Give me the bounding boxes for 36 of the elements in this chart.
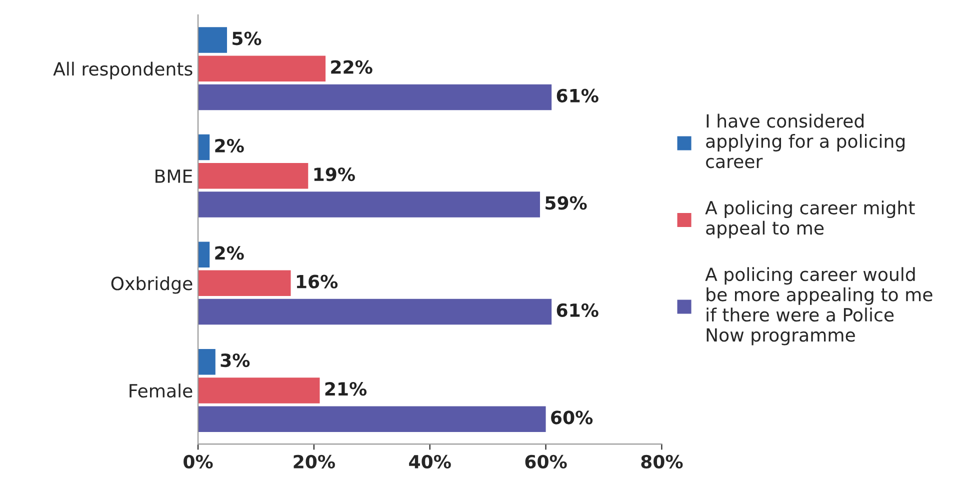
data-label: 19% bbox=[314, 167, 355, 182]
bar bbox=[198, 56, 326, 82]
bar bbox=[198, 298, 552, 325]
bar bbox=[198, 192, 540, 218]
y-tick-label: BME bbox=[156, 170, 192, 183]
data-label: 22% bbox=[331, 60, 372, 74]
bar bbox=[198, 406, 546, 432]
bar bbox=[198, 84, 552, 110]
x-tick-label: 80% bbox=[641, 454, 683, 469]
y-tick-label: Female bbox=[130, 384, 192, 398]
y-tick-label: Oxbridge bbox=[111, 276, 192, 294]
data-label: 60% bbox=[551, 410, 593, 424]
data-label: 61% bbox=[556, 88, 598, 102]
x-tick-label: 60% bbox=[525, 454, 567, 469]
bar bbox=[198, 27, 228, 53]
legend-label: A policing career would be more appealing to me if there were a Police Now programme bbox=[705, 267, 932, 346]
bar bbox=[198, 270, 291, 296]
bar bbox=[198, 134, 210, 160]
x-tick-label: 20% bbox=[294, 454, 335, 469]
data-label: 21% bbox=[325, 382, 367, 396]
data-label: 59% bbox=[546, 196, 587, 210]
bar bbox=[198, 163, 308, 189]
bar bbox=[198, 378, 320, 404]
data-label: 2% bbox=[215, 246, 244, 260]
data-label: 3% bbox=[220, 353, 250, 368]
x-tick-label: 0% bbox=[184, 454, 213, 469]
data-label: 2% bbox=[215, 138, 244, 153]
bar bbox=[198, 348, 216, 375]
y-tick-label: All respondents bbox=[53, 62, 192, 80]
legend-label: I have considered applying for a policing career bbox=[706, 114, 905, 168]
legend-label: A policing career might appeal to me bbox=[705, 200, 915, 238]
bar bbox=[198, 242, 210, 268]
data-label: 16% bbox=[296, 274, 338, 288]
x-tick-label: 40% bbox=[409, 454, 451, 469]
data-label: 5% bbox=[232, 32, 262, 46]
data-label: 61% bbox=[556, 303, 598, 318]
